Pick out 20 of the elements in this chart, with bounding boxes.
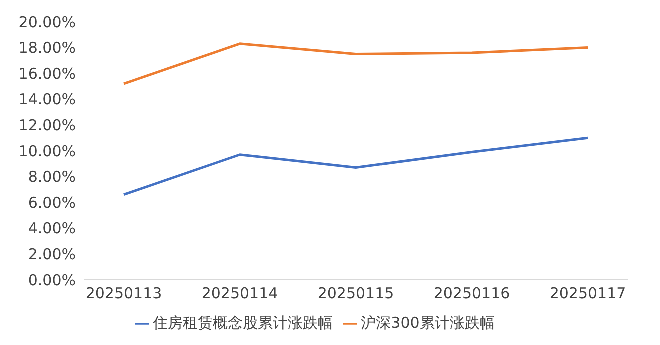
line-series <box>122 136 590 196</box>
y-tick-label: 12.00% <box>18 116 76 135</box>
y-tick-label: 18.00% <box>18 39 76 58</box>
y-tick-label: 14.00% <box>18 90 76 109</box>
y-tick-label: 16.00% <box>18 64 76 83</box>
x-tick-label: 20250117 <box>550 284 626 303</box>
x-tick-label: 20250115 <box>318 284 394 303</box>
legend-label: 沪深300累计涨跌幅 <box>361 314 495 332</box>
y-tick-label: 20.00% <box>18 13 76 32</box>
y-tick-label: 8.00% <box>28 168 76 186</box>
legend-label: 住房租赁概念股累计涨跌幅 <box>153 314 334 332</box>
y-tick-label: 4.00% <box>28 220 76 238</box>
y-tick-label: 2.00% <box>28 246 76 264</box>
y-tick-label: 6.00% <box>28 194 76 212</box>
line-series <box>122 42 590 86</box>
x-tick-label: 20250113 <box>86 284 162 303</box>
x-tick-label: 20250114 <box>202 284 278 303</box>
y-tick-label: 0.00% <box>28 271 76 290</box>
y-tick-label: 10.00% <box>18 142 76 160</box>
x-tick-label: 20250116 <box>434 284 510 303</box>
